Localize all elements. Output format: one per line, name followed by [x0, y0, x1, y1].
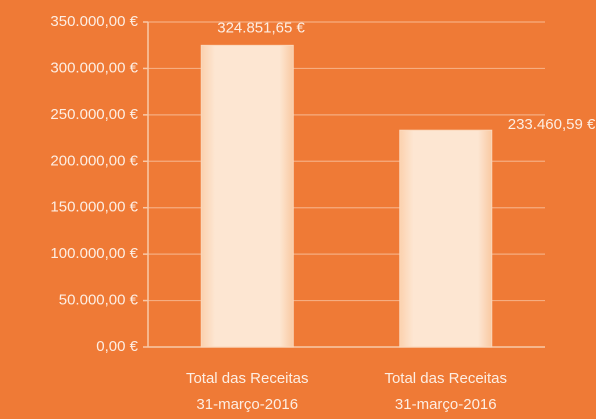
- data-label: 233.460,59 €: [508, 116, 596, 133]
- y-tick-label: 150.000,00 €: [50, 199, 138, 216]
- x-tick-label: Total das Receitas: [186, 370, 309, 387]
- y-tick-label: 50.000,00 €: [59, 292, 139, 309]
- x-tick-label: 31-março-2016: [395, 396, 497, 413]
- x-tick-label: 31-março-2016: [196, 396, 298, 413]
- y-tick-label: 250.000,00 €: [50, 106, 138, 123]
- x-tick-label: Total das Receitas: [384, 370, 507, 387]
- bar: [200, 44, 294, 348]
- y-tick-label: 200.000,00 €: [50, 152, 138, 169]
- data-label: 324.851,65 €: [217, 19, 305, 36]
- bar: [399, 129, 493, 348]
- y-tick-label: 0,00 €: [96, 338, 138, 355]
- y-tick-label: 100.000,00 €: [50, 245, 138, 262]
- y-tick-label: 350.000,00 €: [50, 13, 138, 30]
- y-tick-label: 300.000,00 €: [50, 59, 138, 76]
